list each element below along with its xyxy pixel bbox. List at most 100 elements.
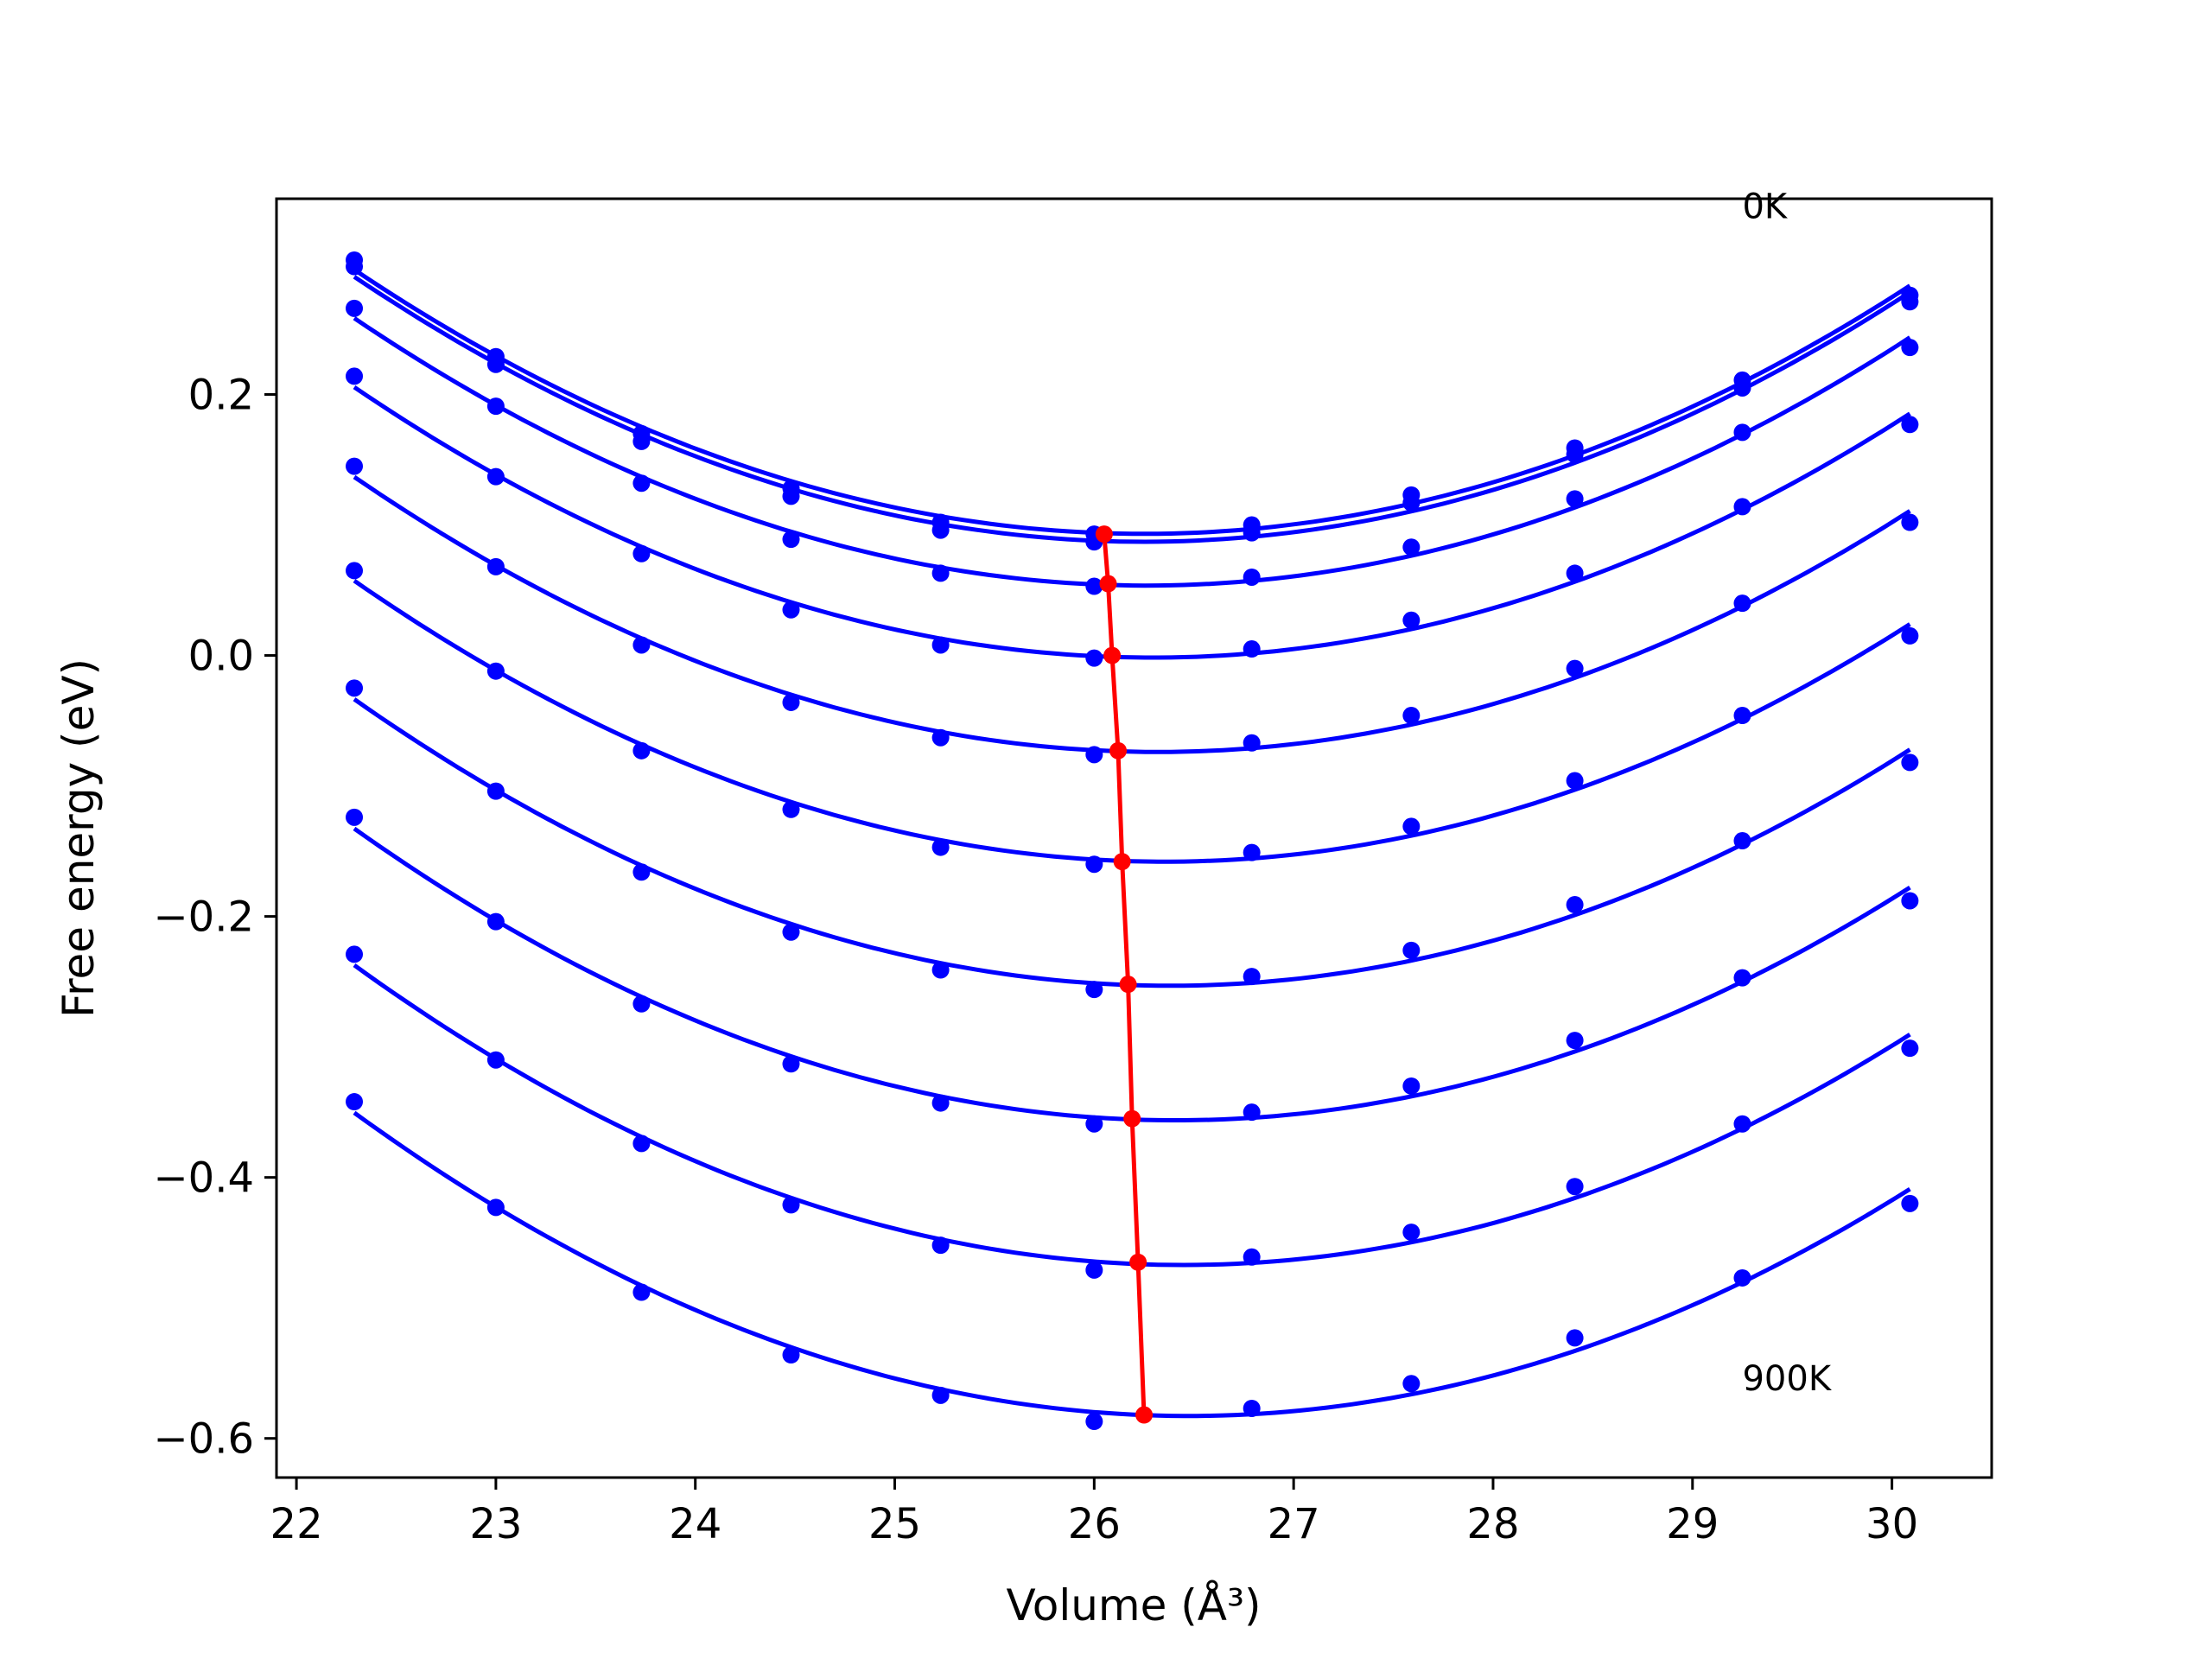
series-4-point <box>1901 513 1919 531</box>
annotations: 0K 900K <box>1742 188 1832 1399</box>
series-3-point <box>1085 649 1103 667</box>
series-4-point <box>1243 734 1261 752</box>
x-tick-label: 28 <box>1466 1500 1519 1548</box>
series-2-point <box>1402 538 1421 556</box>
annotation-label: 0K <box>1742 188 1788 227</box>
series-3-point <box>1402 611 1421 629</box>
series-7-point <box>346 808 364 826</box>
series-5-curve <box>353 579 1911 864</box>
series-2-point <box>632 474 651 493</box>
series-9-point <box>632 1283 651 1301</box>
y-tick-label: −0.2 <box>153 893 254 942</box>
minima-point <box>1099 575 1117 593</box>
series-5-point <box>1243 843 1261 861</box>
series-8-point <box>1085 1261 1103 1279</box>
x-tick-label: 22 <box>270 1500 323 1548</box>
series-2-point <box>782 531 800 549</box>
series-2-point <box>931 564 950 582</box>
series-3-point <box>931 636 950 654</box>
series-9-point <box>1566 1329 1584 1347</box>
series-7-point <box>782 1055 800 1073</box>
series-4-curve <box>353 474 1911 754</box>
series-8-point <box>1402 1224 1421 1242</box>
series-2-point <box>1733 423 1751 442</box>
series-5-point <box>1566 772 1584 790</box>
series-6-point <box>931 961 950 979</box>
series-6-point <box>782 923 800 941</box>
series-1-point <box>1901 293 1919 311</box>
series-6-curve <box>353 697 1911 988</box>
series-7-point <box>1733 969 1751 987</box>
series-4-point <box>931 728 950 747</box>
series-1-curve <box>353 275 1911 544</box>
series-8-point <box>346 945 364 963</box>
series-6-point <box>346 679 364 697</box>
series-4-point <box>346 457 364 475</box>
series-1-point <box>1566 446 1584 463</box>
series-7-point <box>1243 1103 1261 1122</box>
series-3-point <box>346 367 364 385</box>
series-4-point <box>486 557 505 575</box>
series-9-point <box>346 1093 364 1111</box>
series-3-point <box>486 467 505 486</box>
x-tick-label: 30 <box>1866 1500 1918 1548</box>
series-5-point <box>346 562 364 580</box>
series-4-point <box>1085 746 1103 764</box>
series-6-point <box>1566 896 1584 914</box>
series-6-point <box>486 782 505 800</box>
series-9-point <box>931 1386 950 1404</box>
series-5-point <box>486 662 505 680</box>
minima-layer <box>1095 525 1154 1424</box>
series-6-point <box>632 863 651 881</box>
y-tick-label: 0.0 <box>188 632 254 681</box>
x-tick-label: 29 <box>1666 1500 1719 1548</box>
x-tick-label: 23 <box>469 1500 522 1548</box>
series-7-point <box>931 1094 950 1112</box>
minima-point <box>1135 1406 1154 1424</box>
series-8-point <box>1243 1248 1261 1266</box>
series-3-point <box>782 601 800 619</box>
series-4-point <box>1733 594 1751 613</box>
series-7-point <box>1901 892 1919 910</box>
series-4-point <box>782 693 800 711</box>
series-1-point <box>486 355 505 373</box>
series-9-point <box>1402 1375 1421 1393</box>
series-3-point <box>1566 564 1584 582</box>
series-1-point <box>782 487 800 505</box>
minima-point <box>1103 646 1122 664</box>
series-4-point <box>1402 707 1421 725</box>
y-axis-label: Free energy (eV) <box>54 658 104 1018</box>
series-6-point <box>1402 941 1421 959</box>
series-7-point <box>632 995 651 1013</box>
series-3-point <box>1901 416 1919 434</box>
y-tick-label: −0.4 <box>153 1154 254 1203</box>
points-layer <box>346 251 1919 1431</box>
plot-frame <box>275 197 1993 1479</box>
x-axis-label: Volume (Å³) <box>1006 1580 1261 1630</box>
series-8-point <box>931 1236 950 1255</box>
series-6-point <box>1733 832 1751 850</box>
series-2-curve <box>353 316 1911 588</box>
series-3-point <box>1733 498 1751 516</box>
series-5-point <box>1402 817 1421 836</box>
series-3-point <box>632 544 651 563</box>
minima-point <box>1113 853 1131 871</box>
series-7-point <box>1566 1032 1584 1050</box>
series-5-point <box>1733 707 1751 725</box>
series-9-point <box>1085 1413 1103 1431</box>
series-4-point <box>632 636 651 654</box>
series-5-point <box>782 800 800 818</box>
x-tick-label: 26 <box>1068 1500 1121 1548</box>
minima-point <box>1123 1109 1141 1128</box>
series-8-point <box>1566 1178 1584 1196</box>
series-2-point <box>1243 568 1261 586</box>
series-1-point <box>346 257 364 276</box>
minima-point <box>1095 525 1113 543</box>
series-6-point <box>1085 981 1103 999</box>
series-5-point <box>1085 855 1103 874</box>
series-9-point <box>1243 1399 1261 1417</box>
series-5-point <box>931 838 950 856</box>
series-6-point <box>1243 968 1261 986</box>
series-2-point <box>1566 490 1584 508</box>
